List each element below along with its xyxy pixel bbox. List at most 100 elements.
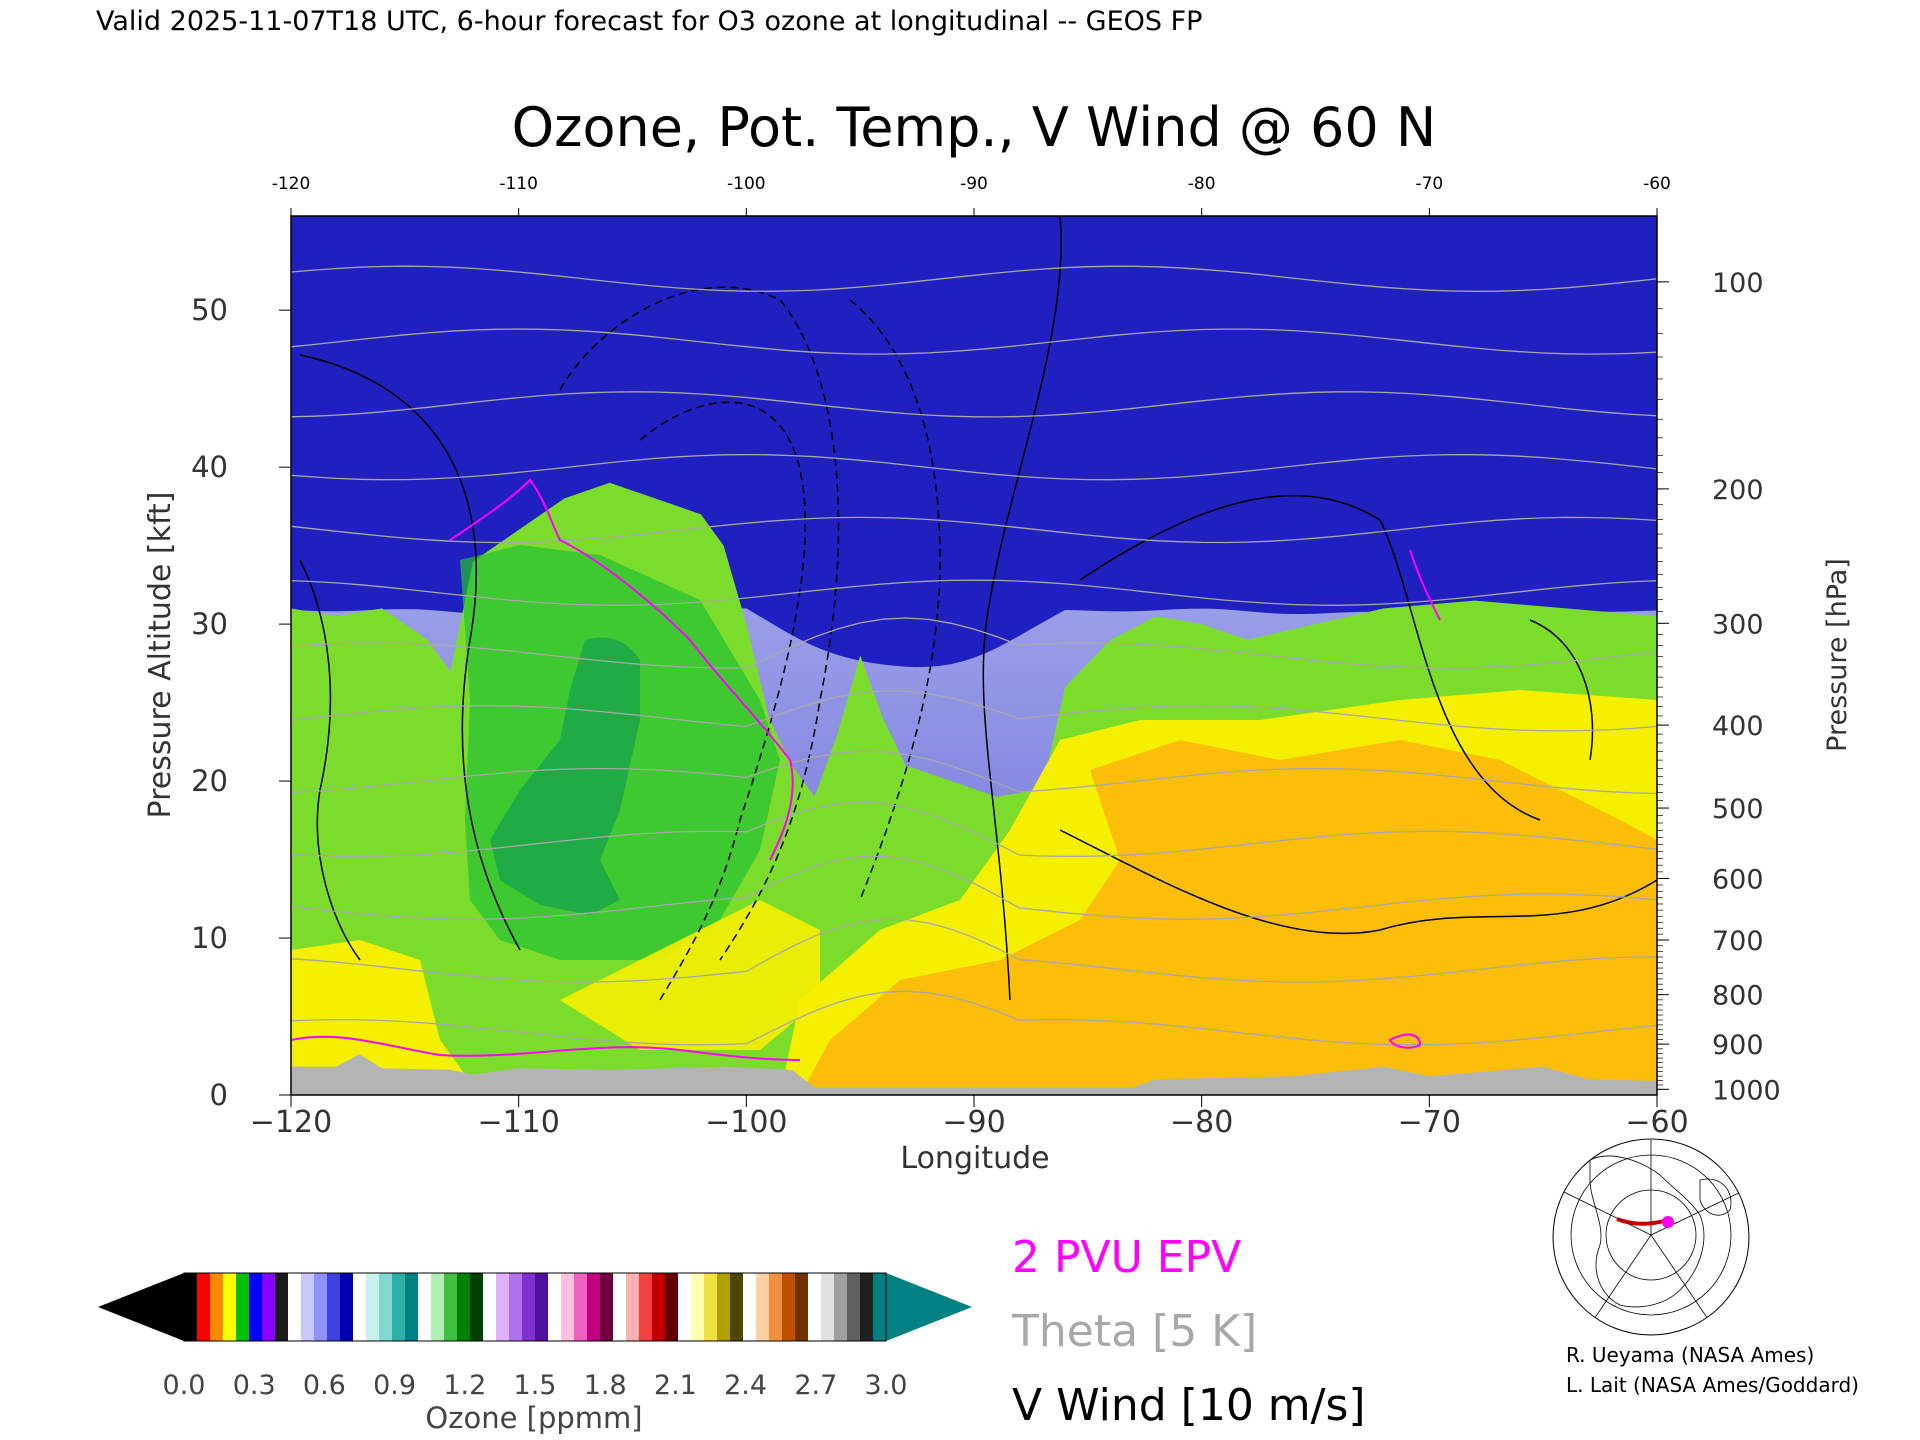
colorbar-cell (301, 1273, 315, 1341)
colorbar-cell (574, 1273, 588, 1341)
colorbar-cell (600, 1273, 614, 1341)
theta-contours (291, 265, 1657, 1046)
colorbar-cell (873, 1273, 887, 1341)
ozone-yellow-region-west (291, 940, 480, 1095)
colorbar-cell (704, 1273, 718, 1341)
theta-contour-line (291, 855, 1657, 920)
colorbar-cell (405, 1273, 419, 1341)
v-wind-contour-line (1529, 619, 1594, 761)
pressure-tick-label: 100 (1712, 268, 1764, 299)
colorbar-tick-label: 2.4 (724, 1370, 767, 1401)
theta-contour-line (291, 617, 1657, 669)
colorbar-cell (249, 1273, 263, 1341)
colorbar-cell (444, 1273, 458, 1341)
x-tick-label-top: -110 (499, 174, 538, 194)
colorbar-cell (275, 1273, 289, 1341)
credit-line-1: R. Ueyama (NASA Ames) (1566, 1343, 1814, 1367)
x-tick-label: −100 (705, 1105, 787, 1140)
x-tick-label: −120 (250, 1105, 332, 1140)
colorbar-cell (483, 1273, 497, 1341)
x-tick-label: −60 (1625, 1105, 1688, 1140)
colorbar-cell (197, 1273, 211, 1341)
theta-contour-line (291, 750, 1657, 795)
colorbar-cell (665, 1273, 679, 1341)
colorbar-cell (535, 1273, 549, 1341)
colorbar-cell (210, 1273, 224, 1341)
colorbar-cell (392, 1273, 406, 1341)
colorbar-low-triangle (98, 1273, 184, 1341)
v-wind-contour-line (1079, 494, 1541, 821)
pressure-tick-label: 1000 (1712, 1075, 1781, 1106)
v-wind-contour-line-dashed (849, 299, 941, 901)
x-tick-label: −110 (477, 1105, 559, 1140)
pressure-tick-label: 500 (1712, 794, 1764, 825)
locator-map (1552, 1138, 1750, 1336)
colorbar-tick-labels: 0.0 0.3 0.6 0.9 1.2 1.5 1.8 2.1 2.4 2.7 3.0 (163, 1370, 908, 1401)
epv-contour-line (1409, 549, 1441, 621)
epv-contour-line (1388, 1033, 1422, 1049)
legend-theta: Theta [5 K] (1011, 1306, 1257, 1357)
y-axis-label-left: Pressure Altitude [kft] (143, 492, 178, 819)
v-wind-contour-line-dashed (639, 401, 807, 1001)
colorbar-cell (808, 1273, 822, 1341)
colorbar-tick-label: 0.6 (303, 1370, 346, 1401)
legend-v-wind: V Wind [10 m/s] (1012, 1380, 1366, 1431)
theta-contour-line (291, 918, 1657, 983)
x-tick-label-top: -90 (960, 174, 988, 194)
colorbar-cell (327, 1273, 341, 1341)
colorbar-tick-label: 1.8 (584, 1370, 627, 1401)
y-tick-label: 10 (191, 921, 228, 955)
pressure-tick-label: 600 (1712, 864, 1764, 895)
locator-map-coastline (1589, 1155, 1705, 1308)
colorbar: 0.0 0.3 0.6 0.9 1.2 1.5 1.8 2.1 2.4 2.7 3.0 Ozone … (98, 1272, 972, 1435)
theta-contour-line (291, 516, 1657, 544)
chart-title: Ozone, Pot. Temp., V Wind @ 60 N (512, 96, 1437, 159)
colorbar-cell (730, 1273, 744, 1341)
colorbar-cell (691, 1273, 705, 1341)
colorbar-cell (236, 1273, 250, 1341)
pressure-tick-label: 900 (1712, 1030, 1764, 1061)
tropospheric-ozone-features (291, 545, 1657, 1095)
colorbar-tick-label: 0.3 (233, 1370, 276, 1401)
y-tick-label: 30 (191, 607, 228, 641)
colorbar-tick-label: 1.2 (443, 1370, 486, 1401)
ozone-green-region-central (460, 545, 780, 960)
colorbar-cell (509, 1273, 523, 1341)
colorbar-cell (821, 1273, 835, 1341)
colorbar-cell (860, 1273, 874, 1341)
pressure-tick-label: 200 (1712, 475, 1764, 506)
v-wind-contour-line (299, 354, 521, 951)
colorbar-cell (626, 1273, 640, 1341)
y-axis-label-right: Pressure [hPa] (1822, 558, 1853, 752)
colorbar-cell (717, 1273, 731, 1341)
theta-contour-line (291, 391, 1657, 418)
colorbar-tick-label: 2.7 (794, 1370, 837, 1401)
colorbar-tick-label: 0.9 (373, 1370, 416, 1401)
x-tick-label-top: -120 (272, 174, 311, 194)
colorbar-cell (288, 1273, 302, 1341)
pressure-tick-label: 800 (1712, 981, 1764, 1012)
colorbar-cell (184, 1273, 198, 1341)
colorbar-cell (314, 1273, 328, 1341)
locator-map-marker (1662, 1216, 1674, 1228)
theta-contour-line (291, 579, 1657, 606)
colorbar-label: Ozone [ppmm] (425, 1401, 642, 1435)
colorbar-frame (183, 1272, 887, 1342)
pressure-tick-label: 300 (1712, 609, 1764, 640)
locator-map-outline (1552, 1138, 1750, 1336)
colorbar-cell (431, 1273, 445, 1341)
y-tick-label: 20 (191, 764, 228, 798)
theta-contour-line (291, 690, 1657, 732)
epv-contour-line (291, 1035, 801, 1061)
colorbar-tick-label: 2.1 (654, 1370, 697, 1401)
valid-time-header: Valid 2025-11-07T18 UTC, 6-hour forecast… (96, 6, 1202, 37)
x-tick-label-top: -70 (1415, 174, 1443, 194)
legend-epv: 2 PVU EPV (1012, 1232, 1241, 1283)
colorbar-cell (353, 1273, 367, 1341)
colorbar-cell (769, 1273, 783, 1341)
plot-area (291, 216, 1657, 1095)
epv-contour-line (449, 478, 794, 861)
colorbar-cell (834, 1273, 848, 1341)
theta-contour-line (291, 265, 1657, 292)
y-tick-label: 50 (191, 293, 228, 327)
